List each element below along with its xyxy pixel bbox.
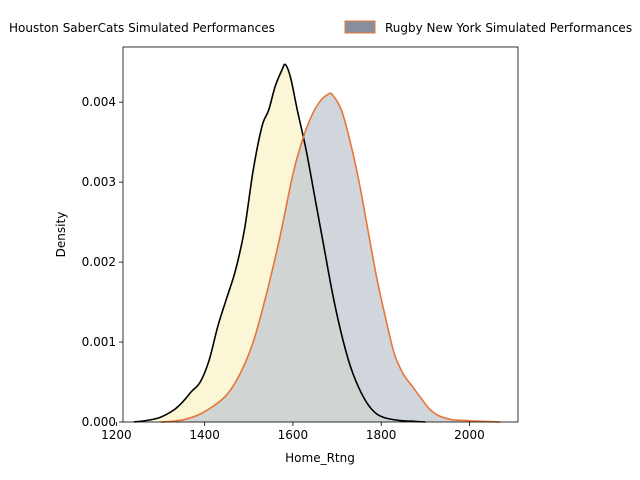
legend-label-houston: Houston SaberCats Simulated Performances — [9, 21, 275, 35]
y-tick-label: 0.000 — [82, 415, 116, 429]
y-tick-label: 0.004 — [82, 95, 116, 109]
y-axis-label: Density — [54, 212, 68, 258]
plot-area — [134, 64, 500, 422]
x-tick-label: 1400 — [189, 428, 220, 442]
x-axis-ticks: 1200 1400 1600 1800 2000 — [101, 422, 485, 442]
x-tick-label: 2000 — [454, 428, 485, 442]
y-tick-label: 0.002 — [82, 255, 116, 269]
legend: Houston SaberCats Simulated Performances… — [9, 21, 632, 35]
legend-label-rugby-ny: Rugby New York Simulated Performances — [385, 21, 632, 35]
x-tick-label: 1600 — [278, 428, 309, 442]
x-tick-label: 1800 — [366, 428, 397, 442]
x-tick-label: 1200 — [101, 428, 132, 442]
legend-patch-rugby-ny — [345, 21, 375, 33]
y-axis-ticks: 0.000 0.001 0.002 0.003 0.004 — [82, 95, 123, 429]
y-tick-label: 0.003 — [82, 175, 116, 189]
x-axis-label: Home_Rtng — [285, 451, 355, 465]
y-tick-label: 0.001 — [82, 335, 116, 349]
